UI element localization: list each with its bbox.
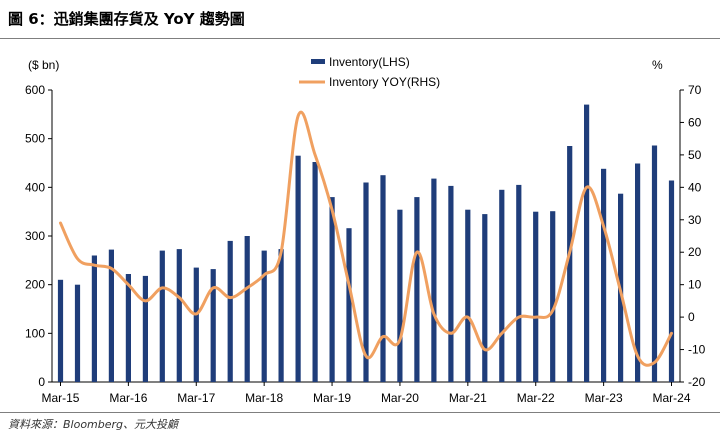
inventory-bar — [397, 209, 403, 382]
inventory-bar — [380, 175, 386, 382]
x-tick-label-Mar-21: Mar-21 — [449, 391, 487, 405]
inventory-bar — [346, 228, 352, 382]
inventory-bar — [533, 211, 539, 382]
inventory-bar — [108, 249, 114, 382]
line-layer — [59, 111, 673, 367]
inventory-bar — [244, 236, 250, 382]
bars-layer — [57, 104, 675, 382]
y-tick-label-left-0: 0 — [38, 375, 45, 389]
x-tick-label-Mar-24: Mar-24 — [653, 391, 691, 405]
inventory-bar — [159, 250, 165, 382]
y-tick-label-right-10: 10 — [688, 278, 702, 292]
y-tick-label-right-60: 60 — [688, 115, 702, 129]
inventory-bar — [651, 145, 658, 382]
inventory-bar — [295, 155, 301, 382]
inventory-bar — [176, 249, 182, 382]
x-tick-label-Mar-19: Mar-19 — [313, 391, 351, 405]
inventory-bar — [550, 211, 556, 382]
inventory-bar — [363, 182, 369, 382]
inventory-bar — [668, 180, 675, 382]
x-tick-label-Mar-17: Mar-17 — [177, 391, 215, 405]
y-tick-label-left-500: 500 — [25, 132, 45, 146]
footer-rule — [0, 412, 720, 413]
inventory-bar — [74, 284, 81, 382]
inventory-bar — [465, 209, 471, 382]
inventory-bar — [193, 267, 199, 382]
inventory-bar — [57, 279, 64, 382]
inventory-bar — [91, 255, 97, 382]
y-tick-label-left-300: 300 — [25, 229, 45, 243]
y-tick-label-right-20: 20 — [688, 245, 702, 259]
source-note: 資料來源：Bloomberg、元大投顧 — [8, 418, 179, 431]
inventory-bar — [414, 197, 420, 382]
y-tick-label-left-600: 600 — [25, 83, 45, 97]
inventory-bar — [635, 163, 641, 382]
inventory-bar — [516, 184, 522, 382]
y-axis-label-right: % — [652, 58, 663, 72]
legend-label-inventory: Inventory(LHS) — [329, 55, 410, 69]
inventory-bar — [329, 197, 335, 382]
y-tick-label-right-0: 0 — [688, 310, 695, 324]
y-tick-label-left-400: 400 — [25, 180, 45, 194]
y-tick-label-right-40: 40 — [688, 180, 702, 194]
figure-title: 圖 6：迅銷集團存貨及 YoY 趨勢圖 — [8, 10, 245, 28]
inventory-bar — [601, 168, 607, 382]
inventory-bar — [125, 274, 131, 382]
y-tick-label-right-30: 30 — [688, 213, 702, 227]
x-tick-label-Mar-16: Mar-16 — [109, 391, 147, 405]
legend-label-yoy: Inventory YOY(RHS) — [329, 75, 440, 89]
y-tick-label-right--10: -10 — [688, 343, 706, 357]
inventory-bar — [142, 275, 148, 382]
inventory-bar — [312, 162, 318, 382]
chart: 0 100 200 300 400 500 600 -20 -10 0 10 20 30 40 50 60 70… — [25, 55, 706, 405]
x-tick-label-Mar-22: Mar-22 — [517, 391, 555, 405]
y-axis-label-left: ($ bn) — [28, 58, 59, 72]
x-tick-label-Mar-23: Mar-23 — [585, 391, 623, 405]
y-tick-label-right--20: -20 — [688, 375, 706, 389]
ticks-layer: 0 100 200 300 400 500 600 -20 -10 0 10 20 30 40 50 60 70… — [25, 83, 706, 405]
inventory-bar — [448, 185, 454, 382]
y-tick-label-left-100: 100 — [25, 326, 45, 340]
x-tick-label-Mar-15: Mar-15 — [41, 391, 79, 405]
inventory-bar — [499, 189, 505, 382]
inventory-bar — [482, 214, 488, 382]
y-tick-label-right-70: 70 — [688, 83, 702, 97]
inventory-bar — [210, 269, 216, 382]
inventory-bar — [278, 249, 284, 382]
y-tick-label-right-50: 50 — [688, 148, 702, 162]
inventory-bar — [431, 178, 437, 382]
inventory-bar — [567, 146, 573, 382]
inventory-bar — [584, 104, 590, 382]
legend: Inventory(LHS) Inventory YOY(RHS) — [299, 55, 440, 89]
inventory-bar — [227, 240, 233, 382]
x-tick-label-Mar-20: Mar-20 — [381, 391, 419, 405]
x-tick-label-Mar-18: Mar-18 — [245, 391, 283, 405]
yoy-line — [59, 111, 673, 367]
title-rule — [0, 38, 720, 39]
inventory-bar — [261, 250, 267, 382]
legend-swatch-inventory — [311, 59, 325, 64]
y-tick-label-left-200: 200 — [25, 278, 45, 292]
